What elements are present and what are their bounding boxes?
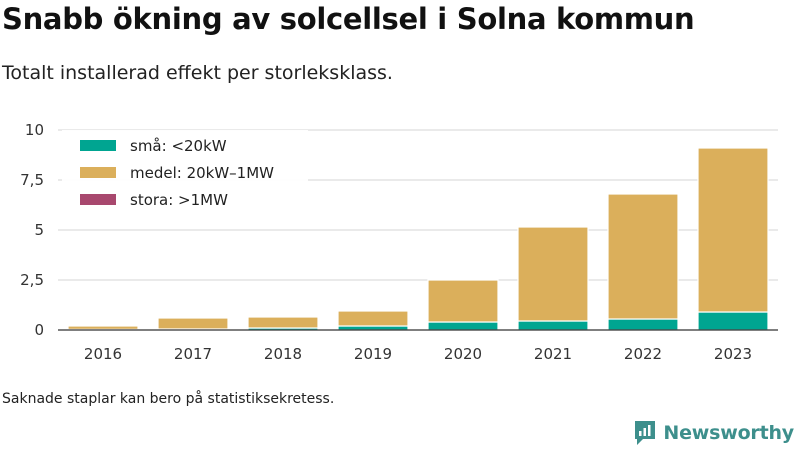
bar-segment[interactable]: [427, 279, 499, 323]
bar-segment[interactable]: [337, 310, 409, 327]
y-tick-label: 0: [34, 321, 44, 339]
y-tick-label: 5: [34, 221, 44, 239]
legend-label: medel: 20kW–1MW: [130, 164, 274, 182]
bar-segment[interactable]: [247, 316, 319, 329]
y-axis-ticks: 0 2,5 5 7,5 10: [20, 121, 44, 339]
x-axis-ticks: 2016 2017 2018 2019 2020 2021 2022 2023: [84, 345, 752, 363]
bar-segment[interactable]: [607, 318, 679, 331]
bar-segment[interactable]: [697, 311, 769, 331]
brand-name: Newsworthy: [663, 422, 794, 444]
bar-segment[interactable]: [607, 193, 679, 320]
y-tick-label: 10: [25, 121, 44, 139]
legend-label: stora: >1MW: [130, 191, 228, 209]
bar-segment[interactable]: [157, 317, 229, 330]
y-tick-label: 7,5: [20, 171, 44, 189]
chart-title: Snabb ökning av solcellsel i Solna kommu…: [2, 2, 695, 36]
bar-segment[interactable]: [67, 325, 139, 331]
brand[interactable]: Newsworthy: [633, 418, 794, 448]
legend-swatch: [80, 140, 116, 151]
x-tick-label: 2019: [354, 345, 392, 363]
legend-swatch: [80, 194, 116, 205]
chart-subtitle: Totalt installerad effekt per storlekskl…: [2, 62, 393, 84]
footnote: Saknade staplar kan bero på statistiksek…: [2, 391, 335, 407]
newsworthy-logo-icon: [635, 421, 656, 445]
bar-segment[interactable]: [697, 147, 769, 313]
y-tick-label: 2,5: [20, 271, 44, 289]
x-tick-label: 2020: [444, 345, 482, 363]
x-tick-label: 2016: [84, 345, 122, 363]
bar-segment[interactable]: [517, 320, 589, 331]
x-tick-label: 2023: [714, 345, 752, 363]
bars: [67, 147, 769, 331]
legend-label: små: <20kW: [130, 137, 227, 155]
x-tick-label: 2022: [624, 345, 662, 363]
legend-swatch: [80, 167, 116, 178]
x-tick-label: 2017: [174, 345, 212, 363]
x-tick-label: 2018: [264, 345, 302, 363]
stacked-bar-chart: 02,557,510 2016 2017 2018 2019 2020 2021 2022 2…: [20, 121, 778, 363]
x-tick-label: 2021: [534, 345, 572, 363]
bar-segment[interactable]: [427, 321, 499, 331]
legend: små: <20kW medel: 20kW–1MW stora: >1MW: [62, 130, 308, 216]
bar-segment[interactable]: [517, 226, 589, 322]
